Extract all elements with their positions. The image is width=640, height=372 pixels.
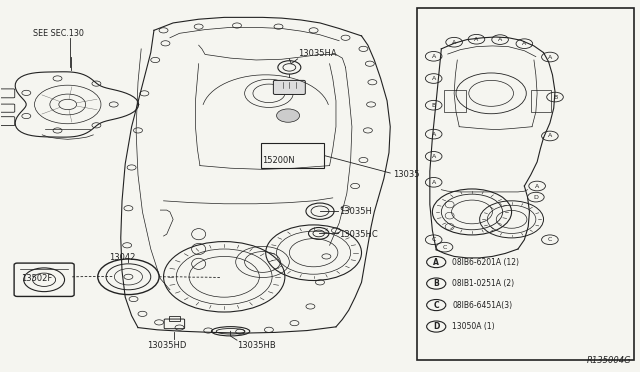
Text: A: A (431, 154, 436, 159)
Text: 13035HB: 13035HB (237, 341, 276, 350)
Text: 08IB6-6201A (12): 08IB6-6201A (12) (452, 257, 519, 267)
Text: 08IB6-6451A(3): 08IB6-6451A(3) (452, 301, 512, 310)
Text: A: A (474, 37, 479, 42)
Bar (417, 8, 634, 360)
Bar (531, 90, 551, 112)
Text: 13035HA: 13035HA (298, 49, 336, 58)
Text: A: A (431, 54, 436, 59)
Text: C: C (433, 301, 439, 310)
Text: B: B (433, 279, 439, 288)
Text: A: A (433, 257, 439, 267)
Text: C: C (548, 237, 552, 242)
Text: R135004G: R135004G (587, 356, 632, 365)
Text: 13035H: 13035H (339, 208, 372, 217)
Bar (260, 143, 324, 168)
Text: A: A (522, 41, 527, 46)
Text: D: D (433, 322, 440, 331)
Text: 13050A (1): 13050A (1) (452, 322, 495, 331)
Text: SEE SEC.130: SEE SEC.130 (33, 29, 83, 38)
Text: 13035HC: 13035HC (339, 230, 378, 239)
Text: D: D (533, 195, 538, 200)
Text: A: A (431, 180, 436, 185)
Text: A: A (548, 134, 552, 138)
Text: A: A (431, 76, 436, 81)
FancyBboxPatch shape (273, 80, 305, 94)
Text: A: A (431, 132, 436, 137)
Text: C: C (431, 237, 436, 242)
Bar (170, 316, 179, 321)
Text: 08IB1-0251A (2): 08IB1-0251A (2) (452, 279, 515, 288)
Text: A: A (535, 183, 540, 189)
Text: 15200N: 15200N (262, 155, 295, 164)
Text: A: A (548, 55, 552, 60)
Text: 13035HD: 13035HD (147, 341, 186, 350)
Text: A: A (498, 37, 502, 42)
Circle shape (276, 109, 300, 122)
Text: 13042: 13042 (109, 253, 135, 262)
Bar (444, 90, 467, 112)
Text: 13035: 13035 (394, 170, 420, 179)
Text: A: A (452, 40, 456, 45)
Text: 13502F: 13502F (21, 274, 52, 283)
Text: C: C (442, 245, 447, 250)
Text: B: B (431, 103, 436, 108)
Text: B: B (553, 94, 557, 100)
